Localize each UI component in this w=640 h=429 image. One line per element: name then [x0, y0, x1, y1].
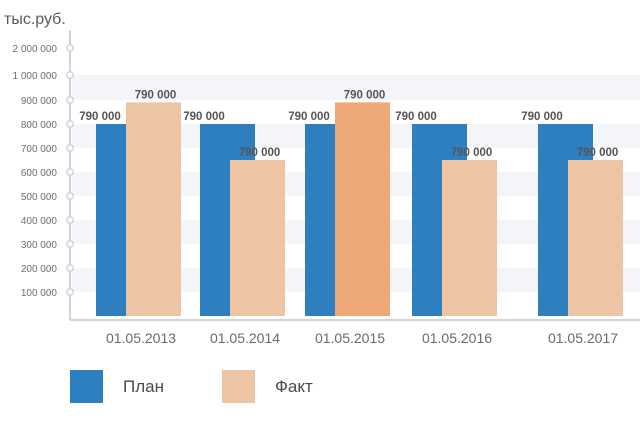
- y-tick-marker: [66, 44, 74, 52]
- bar-fact: [230, 160, 285, 316]
- y-tick-label: 900 000: [21, 96, 58, 107]
- legend: План Факт: [70, 370, 371, 403]
- y-tick-marker: [66, 168, 74, 176]
- y-tick-marker: [66, 216, 74, 224]
- bar-fact: [568, 160, 623, 316]
- data-label-fact: 790 000: [451, 147, 493, 159]
- y-tick-label: 600 000: [21, 168, 58, 179]
- y-tick-label: 400 000: [21, 216, 58, 227]
- x-tick-label: 01.05.2015: [315, 330, 385, 346]
- x-tick-label: 01.05.2014: [210, 330, 280, 346]
- y-tick-label: 300 000: [21, 240, 58, 251]
- y-tick-marker: [66, 264, 74, 272]
- y-tick-marker: [66, 96, 74, 104]
- labels: тыс.руб. 100 000 200 000 300 000 400 000 500 …: [4, 11, 618, 346]
- y-tick-marker: [66, 144, 74, 152]
- bar-fact: [442, 160, 497, 316]
- data-label-fact: 790 000: [344, 89, 386, 101]
- y-tick-marker: [66, 120, 74, 128]
- y-tick-marker: [66, 288, 74, 296]
- y-tick-label: 500 000: [21, 192, 58, 203]
- data-label-plan: 790 000: [395, 111, 437, 123]
- data-label-plan: 790 000: [288, 111, 330, 123]
- legend-item-fact: Факт: [221, 370, 313, 403]
- axes: [66, 30, 640, 321]
- x-tick-label: 01.05.2013: [106, 330, 176, 346]
- y-tick-label: 100 000: [21, 288, 58, 299]
- y-tick-marker: [66, 71, 74, 79]
- x-tick-label: 01.05.2017: [548, 330, 618, 346]
- y-tick-label: 2 000 000: [13, 44, 58, 55]
- legend-swatch-fact: [221, 370, 255, 403]
- data-label-plan: 790 000: [79, 111, 121, 123]
- data-label-plan: 790 000: [183, 111, 225, 123]
- data-label-plan: 790 000: [521, 111, 563, 123]
- x-tick-label: 01.05.2016: [422, 330, 492, 346]
- legend-swatch-plan: [70, 370, 103, 403]
- y-tick-marker: [66, 192, 74, 200]
- legend-item-plan: План: [70, 370, 164, 403]
- y-tick-label: 800 000: [21, 120, 58, 131]
- data-label-fact: 790 000: [577, 147, 619, 159]
- y-axis-unit-label: тыс.руб.: [4, 11, 66, 28]
- y-tick-label: 700 000: [21, 144, 58, 155]
- grid-band: [72, 75, 640, 100]
- bar-fact: [126, 102, 181, 317]
- legend-label-plan: План: [123, 376, 164, 396]
- data-label-fact: 790 000: [135, 89, 177, 101]
- data-label-fact: 790 000: [239, 147, 281, 159]
- bar-fact: [335, 102, 390, 317]
- y-tick-marker: [66, 240, 74, 248]
- legend-label-fact: Факт: [274, 376, 313, 396]
- bars: [96, 102, 623, 317]
- y-tick-label: 1 000 000: [13, 71, 58, 82]
- y-tick-label: 200 000: [21, 264, 58, 275]
